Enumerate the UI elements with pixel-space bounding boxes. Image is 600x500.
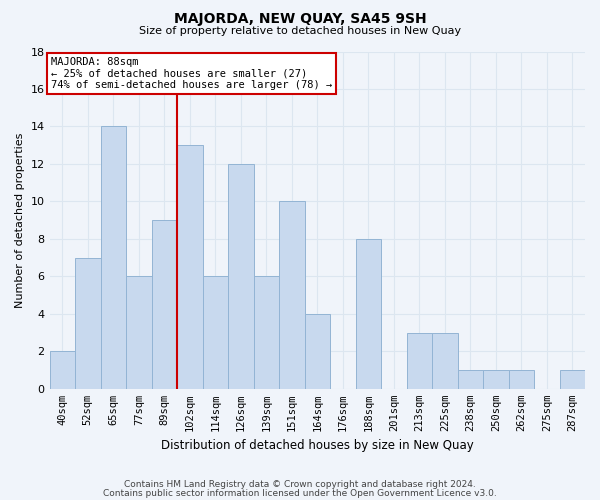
X-axis label: Distribution of detached houses by size in New Quay: Distribution of detached houses by size … — [161, 440, 473, 452]
Y-axis label: Number of detached properties: Number of detached properties — [15, 132, 25, 308]
Bar — [509, 370, 534, 389]
Bar — [458, 370, 483, 389]
Bar — [279, 202, 305, 389]
Bar — [152, 220, 177, 389]
Bar — [254, 276, 279, 389]
Bar — [50, 352, 75, 389]
Bar — [101, 126, 126, 389]
Text: MAJORDA, NEW QUAY, SA45 9SH: MAJORDA, NEW QUAY, SA45 9SH — [173, 12, 427, 26]
Bar — [75, 258, 101, 389]
Bar — [203, 276, 228, 389]
Bar — [483, 370, 509, 389]
Bar — [177, 145, 203, 389]
Bar — [407, 332, 432, 389]
Bar — [305, 314, 330, 389]
Bar — [560, 370, 585, 389]
Bar — [356, 239, 381, 389]
Bar — [126, 276, 152, 389]
Bar — [432, 332, 458, 389]
Text: MAJORDA: 88sqm
← 25% of detached houses are smaller (27)
74% of semi-detached ho: MAJORDA: 88sqm ← 25% of detached houses … — [51, 57, 332, 90]
Text: Size of property relative to detached houses in New Quay: Size of property relative to detached ho… — [139, 26, 461, 36]
Bar — [228, 164, 254, 389]
Text: Contains HM Land Registry data © Crown copyright and database right 2024.: Contains HM Land Registry data © Crown c… — [124, 480, 476, 489]
Text: Contains public sector information licensed under the Open Government Licence v3: Contains public sector information licen… — [103, 488, 497, 498]
